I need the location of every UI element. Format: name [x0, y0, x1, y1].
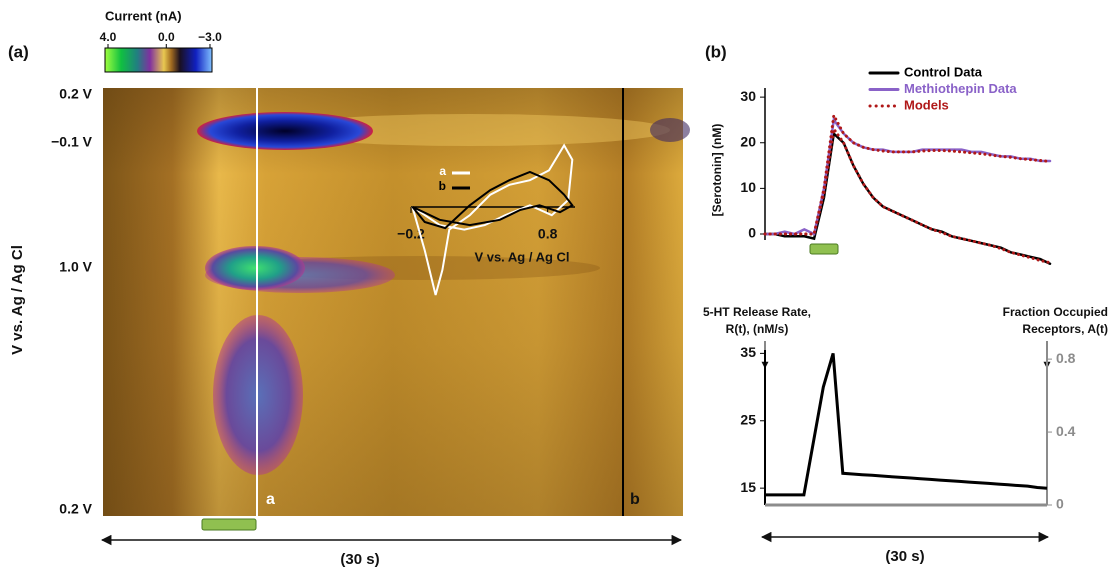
x-tick-label: 0.8 — [538, 226, 558, 242]
colorbar-label: Current (nA) — [105, 8, 182, 23]
y2-tick-label: 0.4 — [1056, 423, 1076, 439]
legend-label: Control Data — [904, 64, 983, 79]
heatmap: a b — [103, 88, 690, 516]
y-axis-label: V vs. Ag / Ag Cl — [9, 245, 26, 355]
stimulus-bar — [809, 243, 839, 255]
x-axis-label: (30 s) — [340, 551, 379, 568]
y-tick-label: 10 — [740, 179, 756, 195]
marker-label: a — [266, 491, 275, 508]
heatmap-blob — [197, 112, 373, 150]
panel-label: (a) — [8, 42, 29, 61]
y-tick-label: 1.0 V — [59, 259, 92, 275]
y-tick-label: 0.2 V — [59, 501, 92, 517]
legend-label: Models — [904, 97, 949, 112]
heatmap-shade — [103, 88, 683, 516]
cv-line — [411, 143, 574, 296]
colorbar — [104, 47, 213, 73]
legend-label: b — [439, 179, 446, 193]
colorbar-tick-label: −3.0 — [198, 30, 222, 44]
heatmap-band — [270, 114, 670, 146]
y-tick-label: 30 — [740, 88, 756, 104]
marker-label: b — [630, 491, 640, 508]
heatmap-blob — [650, 118, 690, 142]
series-line — [763, 125, 1052, 265]
y-axis-label: R(t), (nM/s) — [726, 322, 789, 336]
x-axis-label: (30 s) — [885, 548, 924, 565]
legend-label: a — [439, 164, 446, 178]
colorbar-tick-label: 4.0 — [100, 30, 117, 44]
legend-label: Methiothepin Data — [904, 81, 1017, 96]
y-tick-label: 20 — [740, 133, 756, 149]
y-axis-label: 5-HT Release Rate, — [703, 305, 811, 319]
y-tick-label: −0.1 V — [51, 134, 93, 150]
x-axis-label: V vs. Ag / Ag Cl — [474, 249, 569, 264]
series-line — [765, 352, 1048, 497]
heatmap-blob — [205, 246, 305, 290]
y-tick-label: 25 — [740, 411, 756, 427]
y-tick-label: 15 — [740, 479, 756, 495]
panel-label: (b) — [705, 42, 727, 61]
y2-axis-label: Fraction Occupied — [1003, 305, 1108, 319]
y2-axis-label: Receptors, A(t) — [1022, 322, 1108, 336]
y-tick-label: 0.2 V — [59, 86, 92, 102]
y-tick-label: 35 — [740, 344, 756, 360]
colorbar-tick-label: 0.0 — [158, 30, 175, 44]
y2-tick-label: 0.8 — [1056, 350, 1076, 366]
y-axis-label: [Serotonin] (nM) — [710, 124, 724, 217]
y2-tick-label: 0 — [1056, 496, 1064, 512]
stimulus-bar — [201, 518, 257, 531]
y-tick-label: 0 — [748, 225, 756, 241]
cv-line — [411, 170, 574, 230]
series-line — [763, 110, 1052, 236]
